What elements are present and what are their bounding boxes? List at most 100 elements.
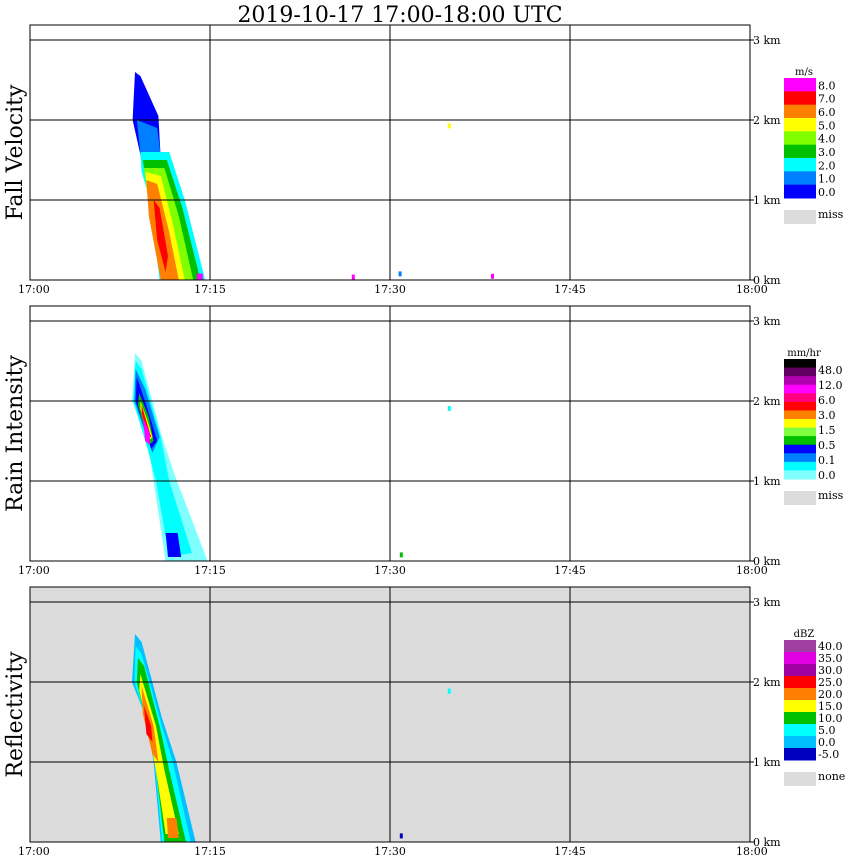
x-tick-label: 17:30: [374, 845, 406, 858]
plot-frame: [29, 24, 751, 281]
colorbar-swatch: [784, 664, 816, 677]
y-tick-label: 3 km: [753, 34, 781, 47]
colorbar-swatch: [784, 367, 816, 377]
x-tick-label: 18:00: [736, 845, 768, 858]
x-tick-label: 18:00: [736, 564, 768, 577]
colorbar-swatch: [784, 470, 816, 480]
y-tick-label: 0 km: [753, 836, 781, 849]
echo-speckle: [447, 123, 451, 129]
colorbar-swatch: [784, 652, 816, 665]
echo-speckle: [399, 552, 403, 558]
colorbar-label: 10.0: [818, 712, 843, 725]
colorbar-swatch: [784, 376, 816, 386]
y-tick-label: 1 km: [753, 194, 781, 207]
colorbar-label: 8.0: [818, 79, 836, 92]
colorbar-label: 12.0: [818, 379, 843, 392]
colorbar-label: 1.0: [818, 173, 836, 186]
x-tick-label: 17:45: [554, 564, 586, 577]
colorbar-swatch: [784, 384, 816, 394]
colorbar-unit: dBZ: [794, 629, 815, 640]
colorbar-swatch: [784, 461, 816, 471]
colorbar-swatch: [784, 427, 816, 437]
colorbar-label: 5.0: [818, 119, 836, 132]
echo-layer: [142, 417, 150, 445]
chart-title: 2019-10-17 17:00-18:00 UTC: [237, 3, 562, 28]
colorbar-swatch: [784, 724, 816, 737]
panel-fall-velocity: 17:00 17:15 17:30 17:45 18:000 km 1 km 2 km 3 k…: [3, 24, 844, 296]
y-tick-label: 2 km: [753, 114, 781, 127]
colorbar-label: 6.0: [818, 394, 836, 407]
colorbar-label: 25.0: [818, 676, 843, 689]
echo-layer: [141, 405, 152, 437]
colorbar-swatch: [784, 171, 816, 186]
colorbar-label: 48.0: [818, 364, 843, 377]
colorbar-swatch: [784, 393, 816, 403]
colorbar-label: 5.0: [818, 724, 836, 737]
colorbar-unit: mm/hr: [787, 348, 821, 359]
colorbar-legend: dBZ40.035.030.025.020.015.010.05.00.0-5.…: [784, 629, 845, 786]
x-tick-label: 17:45: [554, 283, 586, 296]
colorbar-label: 0.5: [818, 439, 836, 452]
y-tick-label: 2 km: [753, 395, 781, 408]
y-tick-label: 0 km: [753, 274, 781, 287]
colorbar-swatch: [784, 676, 816, 689]
colorbar-label: 0.0: [818, 736, 836, 749]
echo-speckle: [447, 688, 451, 694]
colorbar-swatch: [784, 184, 816, 199]
x-tick-label: 17:00: [18, 283, 50, 296]
y-tick-label: 1 km: [753, 475, 781, 488]
colorbar-label: 0.0: [818, 469, 836, 482]
x-tick-label: 17:00: [18, 564, 50, 577]
colorbar-swatch: [784, 748, 816, 761]
panel-rain-intensity: 17:00 17:15 17:30 17:45 18:000 km 1 km 2 km 3 k…: [3, 305, 844, 577]
echo-speckle: [399, 833, 403, 839]
colorbar-swatch: [784, 453, 816, 463]
colorbar-label: 0.0: [818, 186, 836, 199]
missing-label: none: [818, 770, 845, 783]
colorbar-label: 2.0: [818, 159, 836, 172]
x-tick-label: 17:00: [18, 845, 50, 858]
echo-layer: [166, 818, 179, 838]
echo-layer: [153, 200, 168, 272]
y-tick-label: 1 km: [753, 756, 781, 769]
x-tick-label: 18:00: [736, 283, 768, 296]
colorbar-label: 6.0: [818, 106, 836, 119]
y-tick-label: 0 km: [753, 555, 781, 568]
echo-layer: [144, 706, 153, 742]
colorbar-swatch: [784, 401, 816, 411]
panel-ylabel: Rain Intensity: [3, 354, 28, 511]
y-tick-label: 3 km: [753, 596, 781, 609]
echo-layer: [196, 273, 203, 280]
colorbar-swatch: [784, 158, 816, 172]
colorbar-swatch: [784, 444, 816, 454]
panel-reflectivity: 17:00 17:15 17:30 17:45 18:000 km 1 km 2 km 3 k…: [3, 586, 845, 858]
y-tick-label: 2 km: [753, 676, 781, 689]
colorbar-swatch: [784, 118, 816, 132]
colorbar-swatch: [784, 436, 816, 446]
colorbar-unit: m/s: [795, 67, 813, 78]
colorbar-legend: mm/hr 48.0 12.0 6.0 3.0 1.5 0.5 0.1 0.0 miss: [784, 348, 844, 505]
colorbar-swatch: [784, 700, 816, 713]
missing-swatch: [784, 772, 816, 786]
colorbar-label: -5.0: [818, 748, 839, 761]
echo-layer: [165, 533, 182, 557]
colorbar-label: 35.0: [818, 652, 843, 665]
colorbar-swatch: [784, 131, 816, 146]
colorbar-swatch: [784, 359, 816, 369]
plot-frame: [29, 586, 751, 843]
colorbar-label: 4.0: [818, 133, 836, 146]
colorbar-label: 3.0: [818, 146, 836, 159]
colorbar-swatch: [784, 91, 816, 106]
y-tick-label: 3 km: [753, 315, 781, 328]
echo-speckle: [447, 406, 451, 411]
echo-speckle: [491, 273, 494, 279]
colorbar-label: 30.0: [818, 664, 843, 677]
x-tick-label: 17:15: [194, 845, 226, 858]
colorbar-swatch: [784, 640, 816, 653]
colorbar-legend: m/s 8.07.06.05.04.03.02.01.00.0 miss: [784, 67, 844, 224]
x-tick-label: 17:15: [194, 283, 226, 296]
x-tick-label: 17:15: [194, 564, 226, 577]
echo-speckle: [351, 274, 355, 280]
